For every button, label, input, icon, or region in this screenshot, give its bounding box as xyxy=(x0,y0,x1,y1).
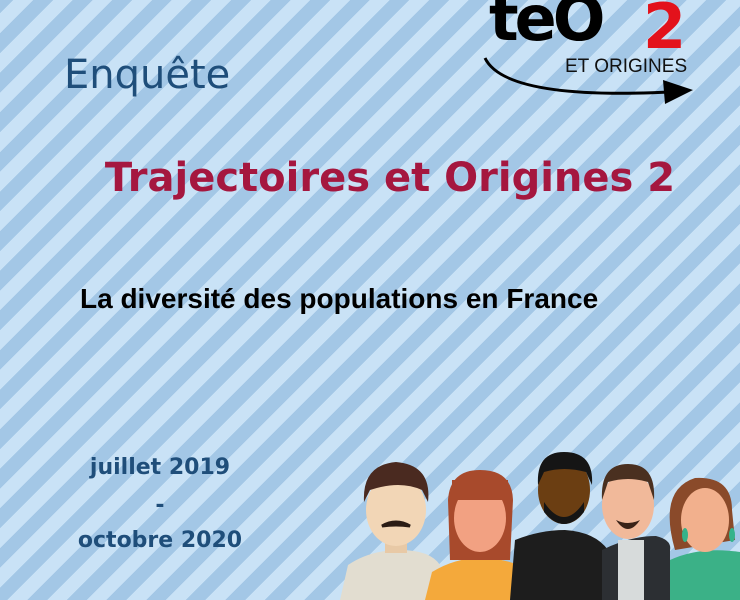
person-mustache xyxy=(340,462,440,600)
people-illustration xyxy=(340,452,740,600)
person-goatee xyxy=(601,464,671,600)
person-redhead xyxy=(425,470,536,600)
person-bearded xyxy=(510,452,608,600)
start-date: juillet 2019 xyxy=(89,455,231,480)
end-date: octobre 2020 xyxy=(77,528,243,553)
subtitle: La diversité des populations en France xyxy=(80,283,599,314)
page-title: Trajectoires et Origines 2 xyxy=(104,155,676,201)
date-separator: - xyxy=(155,493,165,518)
svg-text:teO: teO xyxy=(489,0,603,55)
kicker: Enquête xyxy=(64,52,231,98)
svg-text:2: 2 xyxy=(643,0,686,63)
teo2-logo: teO 2 ET ORIGINES xyxy=(483,0,693,104)
svg-text:ET ORIGINES: ET ORIGINES xyxy=(565,56,687,77)
person-earrings xyxy=(669,477,740,600)
